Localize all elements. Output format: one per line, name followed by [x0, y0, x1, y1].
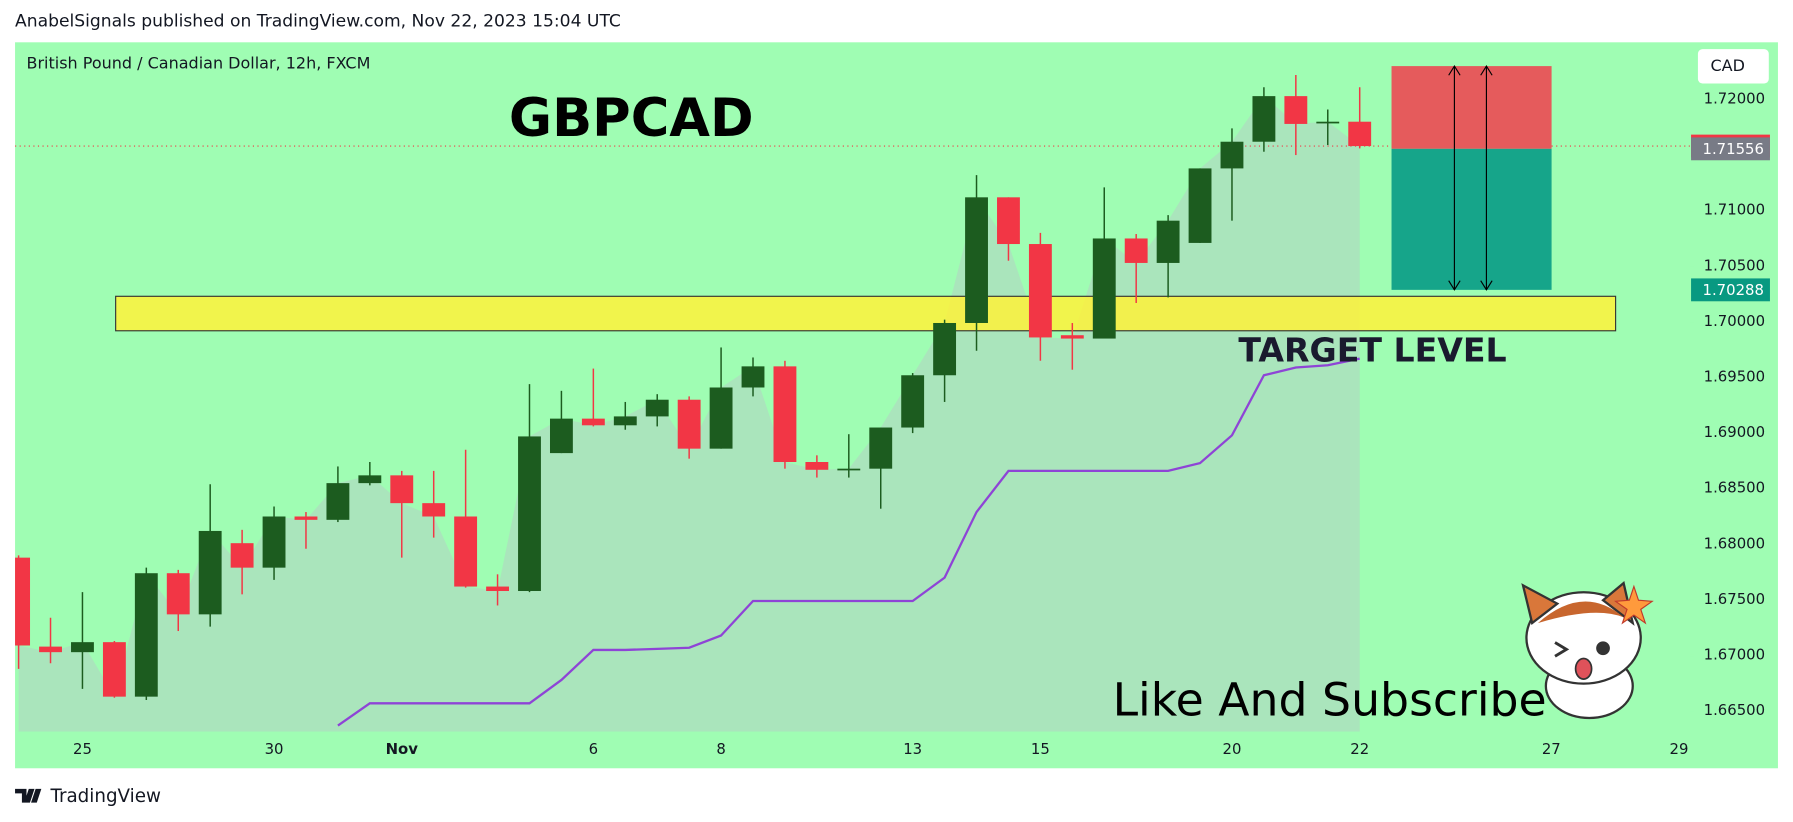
candle-body [965, 197, 988, 323]
candle-body [1316, 121, 1340, 124]
candle-body [613, 416, 637, 426]
y-tick-label: 1.68000 [1704, 534, 1765, 552]
candle-body [901, 375, 925, 428]
candle-body [1252, 96, 1276, 142]
candle-body [1092, 238, 1116, 339]
support-zone [115, 295, 1617, 332]
candle-body [134, 573, 158, 697]
x-tick-label: 13 [903, 740, 922, 758]
candle-body [837, 468, 861, 471]
candle-body [358, 475, 382, 484]
x-tick-label: 29 [1670, 740, 1689, 758]
candle-body [869, 427, 893, 469]
y-tick-label: 1.67500 [1704, 590, 1765, 608]
candle-body [15, 557, 31, 646]
candle-body [198, 530, 222, 615]
brand: TradingView [15, 786, 161, 807]
y-tick-label: 1.66500 [1704, 701, 1765, 719]
stop-zone [1391, 66, 1552, 149]
candle-body [741, 366, 765, 388]
y-tick-label: 1.67000 [1704, 646, 1765, 664]
currency-label: CAD [1710, 56, 1744, 75]
candle-body [326, 483, 350, 520]
target-zone [1391, 148, 1552, 290]
x-tick-label: Nov [386, 740, 419, 758]
x-tick-label: 22 [1350, 740, 1369, 758]
arrow-head [1480, 65, 1493, 291]
y-tick-label: 1.68500 [1704, 479, 1765, 497]
x-tick-label: 6 [589, 740, 598, 758]
arrow-head [1448, 65, 1461, 291]
candle-body [581, 418, 605, 426]
candle-body [1156, 220, 1180, 263]
chart-title: British Pound / Canadian Dollar, 12h, FX… [26, 54, 370, 73]
candle-body [230, 543, 254, 568]
candle-body [1284, 96, 1308, 124]
close-area [18, 96, 1360, 732]
y-tick-label: 1.71000 [1704, 201, 1765, 219]
candle-body [997, 197, 1020, 245]
x-tick-label: 15 [1031, 740, 1050, 758]
y-tick-label: 1.69500 [1704, 367, 1765, 385]
candle-body [486, 586, 509, 592]
candle-body [1348, 121, 1372, 147]
candle-body [549, 418, 573, 454]
y-tick-label: 1.70500 [1704, 256, 1765, 274]
currency-box[interactable] [1697, 49, 1769, 84]
x-tick-label: 25 [73, 740, 92, 758]
candle-body [390, 475, 414, 504]
candle-body [518, 436, 541, 592]
candle-body [773, 366, 797, 463]
candle-body [1188, 168, 1212, 243]
candle-body [677, 399, 701, 449]
x-tick-label: 30 [265, 740, 284, 758]
plot-area [15, 65, 1690, 732]
candle-body [39, 646, 62, 653]
brand-label: TradingView [49, 786, 161, 807]
cat-sticker [1521, 580, 1654, 720]
candle-body [422, 503, 446, 517]
plot: 1.66500 1.67000 1.67500 1.68000 1.68500 1.690… [15, 65, 1770, 758]
candle-body [262, 516, 286, 568]
candle-body [1028, 244, 1052, 338]
publish-info: AnabelSignals published on TradingView.c… [15, 12, 621, 32]
candle-body [166, 573, 190, 615]
candle-body [294, 516, 318, 520]
y-tick-label: 1.69000 [1704, 423, 1765, 441]
price-tag [1691, 278, 1770, 302]
candle-body [645, 399, 669, 417]
price-tag-label: 1.71556 [1702, 140, 1763, 158]
symbol-label: GBPCAD [509, 88, 754, 149]
x-tick-label: 27 [1542, 740, 1561, 758]
candle-body [709, 387, 733, 449]
x-tick-label: 8 [716, 740, 725, 758]
candle-body [454, 516, 478, 587]
candle-body [71, 642, 94, 653]
candle-body [1220, 141, 1244, 169]
candle-body [1060, 335, 1084, 339]
candle-body [805, 462, 829, 470]
indicator-line [337, 357, 1360, 727]
price-tag [1691, 137, 1770, 161]
target-label: TARGET LEVEL [1238, 331, 1506, 370]
y-tick-label: 1.70000 [1704, 312, 1765, 330]
candle-body [933, 322, 957, 376]
price-tag-label: 1.70288 [1702, 281, 1763, 299]
candle-body [1124, 238, 1148, 263]
y-tick-label: 1.72000 [1704, 89, 1765, 107]
cta-label: Like And Subscribe [1113, 674, 1547, 727]
candle-body [102, 642, 126, 697]
x-tick-label: 20 [1223, 740, 1242, 758]
